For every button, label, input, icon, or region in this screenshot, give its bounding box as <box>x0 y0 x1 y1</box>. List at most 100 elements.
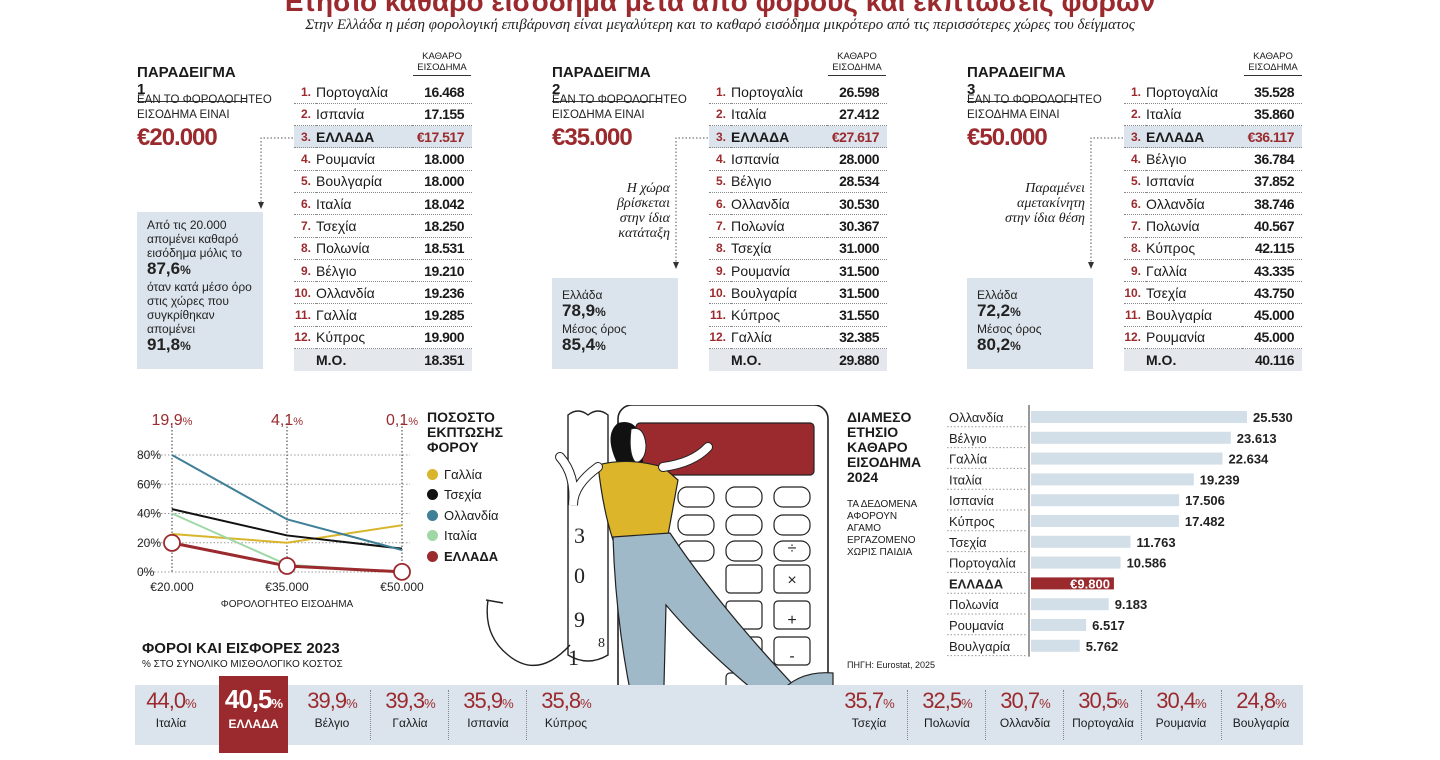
country-cell: Τσεχία <box>1146 281 1242 305</box>
country-cell: Πολωνία <box>316 237 412 260</box>
example-3-heading: ΠΑΡΑΔΕΙΓΜΑ 3 <box>967 64 1077 102</box>
data-point <box>393 562 411 581</box>
rank-cell: 8. <box>1124 237 1146 260</box>
note-label-greece: Ελλάδα <box>562 288 603 302</box>
taxes-band <box>135 685 1303 745</box>
y-tick-label: 80% <box>137 448 161 462</box>
tax-value-unit: % <box>502 696 514 711</box>
greece-rate-label: 0,1% <box>386 412 418 429</box>
table-row: 1. Πορτογαλία 35.528 <box>1124 81 1302 104</box>
rank-cell: 5. <box>709 170 731 193</box>
x-tick-label: €50.000 <box>380 580 424 594</box>
average-label: Μ.Ο. <box>731 348 827 371</box>
legend-dot <box>427 509 438 521</box>
tax-value-number: 30,4 <box>1156 688 1196 713</box>
bar-value-label: 6.517 <box>1092 618 1125 633</box>
table-row: 6. Ολλανδία 30.530 <box>709 192 887 216</box>
tax-divider <box>1141 690 1142 740</box>
value-cell: 18.250 <box>412 214 472 238</box>
country-cell: Βέλγιο <box>316 259 412 283</box>
rank-cell: 12. <box>1124 326 1146 350</box>
table-row: 2. Ιταλία 27.412 <box>709 103 887 127</box>
value-cell: 17.155 <box>412 103 472 127</box>
value-cell: 30.367 <box>827 214 887 238</box>
rank-cell: 5. <box>1124 170 1146 193</box>
country-cell: ΕΛΛΑΔΑ <box>316 125 412 149</box>
table-row: 4. Βέλγιο 36.784 <box>1124 147 1302 171</box>
table-row: 2. Ισπανία 17.155 <box>294 103 472 127</box>
legend-item: Ολλανδία <box>427 505 499 526</box>
tax-country: Πορτογαλία <box>1072 716 1134 730</box>
tax-value: 30,5% <box>1064 688 1142 714</box>
country-cell: Ρουμανία <box>1146 326 1242 350</box>
example-2-table: 1. Πορτογαλία 26.598 2. Ιταλία 27.412 3. ΕΛΛΑΔΑ… <box>709 81 887 371</box>
average-label: Μ.Ο. <box>316 348 412 371</box>
table-row: 8. Κύπρος 42.115 <box>1124 237 1302 260</box>
country-cell: Ισπανία <box>1146 170 1242 193</box>
bar <box>1031 598 1109 611</box>
average-value: 40.116 <box>1242 348 1302 371</box>
hbar-chart-title: ΔΙΑΜΕΣΟ ΕΤΗΣΙΟ ΚΑΘΑΡΟ ΕΙΣΟΔΗΜΑ 2024 <box>847 409 922 485</box>
tax-value-number: 40,5 <box>224 684 273 714</box>
rank-cell: 9. <box>1124 259 1146 283</box>
example-1-col-header: ΚΑΘΑΡΟ ΕΙΣΟΔΗΜΑ <box>413 51 471 76</box>
table-row: 5. Ισπανία 37.852 <box>1124 170 1302 193</box>
y-tick-label: 20% <box>137 536 161 550</box>
rank-cell: 3. <box>294 125 316 149</box>
example-3-note: Ελλάδα 72,2% Μέσος όρος 80,2% <box>967 278 1093 369</box>
bar <box>1031 556 1121 569</box>
example-3-amount: €50.000 <box>967 124 1048 151</box>
rank-cell: 11. <box>294 303 316 327</box>
value-cell: 28.534 <box>827 170 887 193</box>
tax-value-unit: % <box>883 696 895 711</box>
bar-category-label: Ολλανδία <box>949 410 1004 425</box>
rank-cell: 7. <box>709 214 731 238</box>
country-cell: Γαλλία <box>731 326 827 350</box>
tax-value-number: 35,9 <box>463 688 503 713</box>
tax-country: Γαλλία <box>392 716 428 730</box>
table-row: 2. Ιταλία 35.860 <box>1124 103 1302 127</box>
rank-cell: 4. <box>294 147 316 171</box>
value-cell: 31.500 <box>827 259 887 283</box>
table-row: 4. Ισπανία 28.000 <box>709 147 887 171</box>
tax-item: 24,8% Βουλγαρία <box>1222 688 1300 730</box>
example-1-heading: ΠΑΡΑΔΕΙΓΜΑ 1 <box>137 64 247 102</box>
bar-category-label: Πορτογαλία <box>949 556 1016 571</box>
value-cell: 42.115 <box>1242 237 1302 260</box>
tax-divider <box>448 690 449 740</box>
tax-item: 44,0% Ιταλία <box>132 688 210 730</box>
value-cell: 16.468 <box>412 81 472 104</box>
average-value: 18.351 <box>412 348 472 371</box>
tax-country: Ολλανδία <box>999 716 1051 730</box>
tax-item: 39,9% Βέλγιο <box>293 688 371 730</box>
note-text-2: όταν κατά μέσο όρο στις χώρες που συγκρί… <box>147 280 252 336</box>
rank-cell: 8. <box>709 237 731 260</box>
greece-rate-label: 4,1% <box>271 412 303 429</box>
page-title: Ετήσιο καθαρό εισόδημα μετά από φόρους κ… <box>284 0 1156 17</box>
tax-item-greece: 40,5% ΕΛΛΑΔΑ <box>219 676 288 753</box>
bar <box>1031 473 1194 486</box>
value-cell: 30.530 <box>827 192 887 216</box>
rank-cell: 10. <box>709 281 731 305</box>
tax-value-unit: % <box>424 696 436 711</box>
country-cell: ΕΛΛΑΔΑ <box>1146 125 1242 149</box>
example-1-if-label: ΕΑΝ ΤΟ ΦΟΡΟΛΟΓΗΤΕΟ ΕΙΣΟΔΗΜΑ ΕΙΝΑΙ <box>137 94 272 121</box>
table-row: 3. ΕΛΛΑΔΑ €36.117 <box>1124 125 1302 149</box>
bar-value-label: 17.506 <box>1185 493 1225 508</box>
country-cell: Βουλγαρία <box>731 281 827 305</box>
line-chart-legend: Γαλλία Τσεχία Ολλανδία Ιταλία ΕΛΛΑΔΑ <box>427 464 499 567</box>
rank-cell: 2. <box>294 103 316 127</box>
example-1-note: Από τις 20.000 απομένει καθαρό εισόδημα … <box>137 212 263 369</box>
rank-cell: 11. <box>709 303 731 327</box>
tax-divider <box>526 690 527 740</box>
table-row: 10. Βουλγαρία 31.500 <box>709 281 887 305</box>
rank-cell: 12. <box>709 326 731 350</box>
country-cell: Γαλλία <box>316 303 412 327</box>
average-row: Μ.Ο. 40.116 <box>1124 348 1302 371</box>
example-2-amount: €35.000 <box>552 124 633 151</box>
table-row: 1. Πορτογαλία 26.598 <box>709 81 887 104</box>
bar-category-label: Τσεχία <box>949 535 987 550</box>
value-cell: 19.236 <box>412 281 472 305</box>
bar <box>1031 577 1114 590</box>
table-row: 8. Τσεχία 31.000 <box>709 237 887 260</box>
